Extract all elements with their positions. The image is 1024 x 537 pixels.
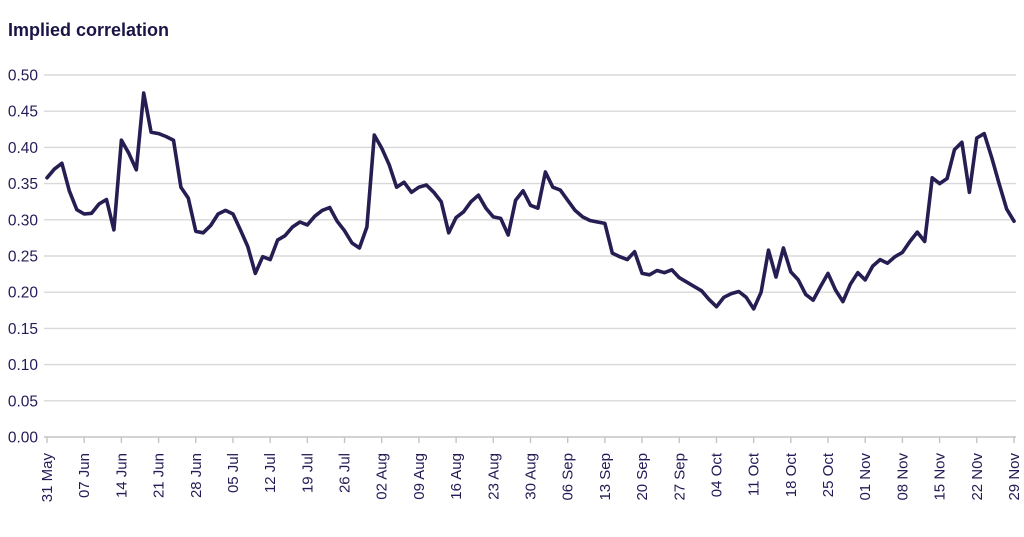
x-axis-tick-label: 08 Nov <box>894 453 911 501</box>
x-axis-tick-label: 05 Jul <box>225 453 242 493</box>
x-axis-tick-label: 06 Sep <box>560 453 577 501</box>
x-axis-tick-label: 07 Jun <box>76 453 93 498</box>
y-axis-tick-label: 0.45 <box>8 104 38 121</box>
x-axis-tick-label: 25 Oct <box>820 452 837 497</box>
x-axis-tick-label: 18 Oct <box>783 452 800 497</box>
x-axis-tick-label: 21 Jun <box>151 453 168 498</box>
implied-correlation-line <box>45 91 1016 311</box>
y-axis-tick-label: 0.35 <box>8 176 38 193</box>
y-axis-tick-label: 0.25 <box>8 249 38 266</box>
y-axis-tick-label: 0.20 <box>8 285 39 302</box>
x-axis-tick-label: 27 Sep <box>671 453 688 501</box>
x-axis-tick-label: 20 Sep <box>634 453 651 501</box>
x-axis-tick-label: 11 Oct <box>746 452 763 496</box>
x-axis-tick-label: 12 Jul <box>262 453 279 493</box>
x-axis-tick-label: 13 Sep <box>597 453 614 501</box>
x-axis-tick-label: 22 N0v <box>969 453 986 501</box>
x-axis-tick-label: 30 Aug <box>523 453 540 500</box>
y-axis-tick-label: 0.00 <box>8 430 39 447</box>
y-axis-tick-label: 0.40 <box>8 140 39 157</box>
x-axis-tick-label: 15 Nov <box>932 453 949 501</box>
y-axis-tick-label: 0.15 <box>8 321 38 338</box>
x-axis-tick-label: 26 Jul <box>337 453 354 493</box>
x-axis-tick-label: 31 May <box>39 453 56 503</box>
y-axis-tick-label: 0.10 <box>8 357 39 374</box>
y-axis-tick-label: 0.05 <box>8 393 38 410</box>
x-axis-tick-label: 29 Nov <box>1006 453 1023 501</box>
x-axis-tick-label: 04 Oct <box>708 452 725 497</box>
x-axis-tick-label: 23 Aug <box>485 453 502 500</box>
x-axis-tick-label: 16 Aug <box>448 453 465 500</box>
chart-title: Implied correlation <box>8 20 170 40</box>
x-axis-tick-label: 28 Jun <box>188 453 205 498</box>
y-axis-tick-label: 0.50 <box>8 68 39 85</box>
x-axis-tick-label: 01 Nov <box>857 453 874 501</box>
x-axis-tick-label: 09 Aug <box>411 453 428 500</box>
x-axis-tick-label: 19 Jul <box>299 453 316 493</box>
x-axis-tick-label: 14 Jun <box>113 453 130 498</box>
x-axis-tick-label: 02 Aug <box>374 453 391 500</box>
y-axis-tick-label: 0.30 <box>8 212 39 229</box>
